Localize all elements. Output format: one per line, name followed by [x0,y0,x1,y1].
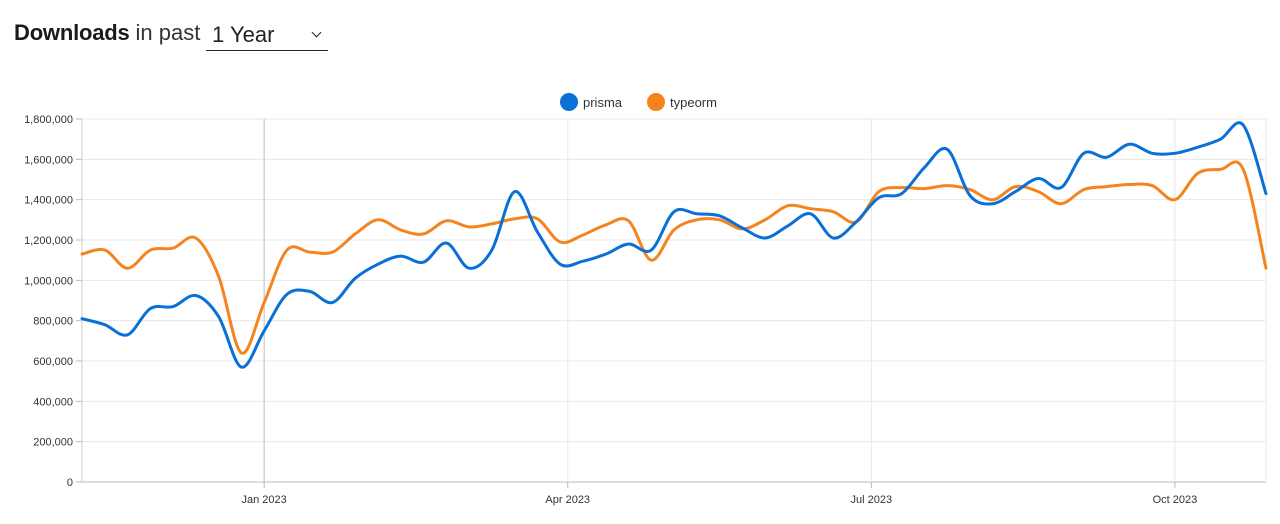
y-tick-label: 1,000,000 [24,275,73,287]
legend-label-typeorm[interactable]: typeorm [670,95,717,110]
downloads-header: Downloads in past [14,20,200,46]
header-subtitle: in past [135,20,201,45]
chevron-down-icon [311,27,322,38]
y-tick-label: 200,000 [33,437,73,449]
x-tick-label: Oct 2023 [1153,494,1198,506]
series-line-prisma [80,121,1268,369]
y-tick-label: 400,000 [33,396,73,408]
legend-marker-prisma[interactable] [560,93,578,111]
y-tick-label: 1,800,000 [24,114,73,126]
legend-marker-typeorm[interactable] [647,93,665,111]
y-tick-label: 0 [67,477,73,489]
y-tick-label: 1,400,000 [24,195,73,207]
period-select-value: 1 Year [212,22,275,47]
x-tick-label: Jan 2023 [242,494,287,506]
period-select[interactable]: 1 Year [206,18,328,51]
x-tick-label: Jul 2023 [851,494,893,506]
legend-label-prisma[interactable]: prisma [583,95,623,110]
y-tick-label: 800,000 [33,316,73,328]
series-line-typeorm [80,160,1268,355]
header-title: Downloads [14,20,130,45]
y-tick-label: 1,200,000 [24,235,73,247]
downloads-chart: 0 200,000 400,000 600,000 800,000 1,000,000 1,… [24,93,1268,506]
y-tick-label: 1,600,000 [24,154,73,166]
y-tick-label: 600,000 [33,356,73,368]
x-tick-label: Apr 2023 [545,494,590,506]
